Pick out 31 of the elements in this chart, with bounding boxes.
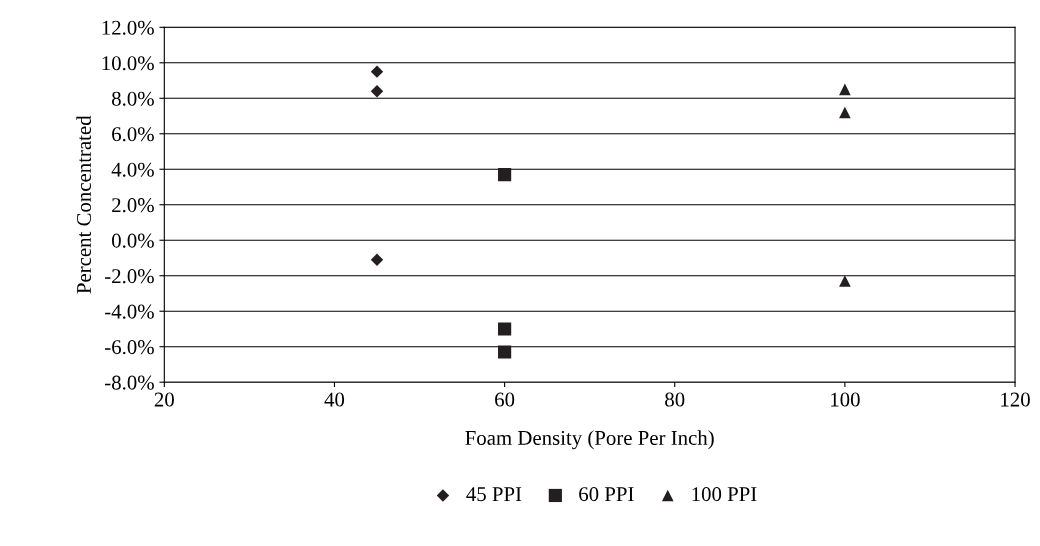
y-tick-label: 0.0% [112,233,154,248]
y-tick-label: 4.0% [111,162,154,177]
point [839,275,851,287]
y-tick-label: 2.0% [112,198,154,213]
legend-label: 100 PPI [692,487,757,502]
y-tick-label: 6.0% [112,127,154,142]
point [498,345,512,359]
y-tick-label: 8.0% [112,91,154,106]
point [839,83,851,96]
point [839,106,851,119]
x-tick-label: 100 [831,392,860,407]
legend-label: 60 PPI [579,487,634,502]
y-tick-label: 12.0% [102,20,154,35]
x-tick-label: 120 [1001,392,1030,407]
y-axis-title: Percent Concentrated [76,115,91,294]
point [370,253,384,266]
legend-label: 45 PPI [466,487,522,502]
point [370,84,384,98]
x-axis-title: Foam Density (Pore Per Inch) [465,430,714,450]
point [498,168,512,182]
x-tick-label: 60 [495,392,515,407]
x-tick-label: 40 [324,392,345,407]
y-tick-label: -6.0% [105,340,154,355]
x-tick-label: 20 [154,392,174,407]
y-tick-label: -8.0% [105,375,154,390]
y-tick-label: -2.0% [105,269,154,284]
y-tick-label: -4.0% [105,304,154,319]
y-tick-label: 10.0% [102,56,154,71]
x-tick-label: 80 [665,392,685,407]
point [498,322,512,336]
point [370,65,384,78]
